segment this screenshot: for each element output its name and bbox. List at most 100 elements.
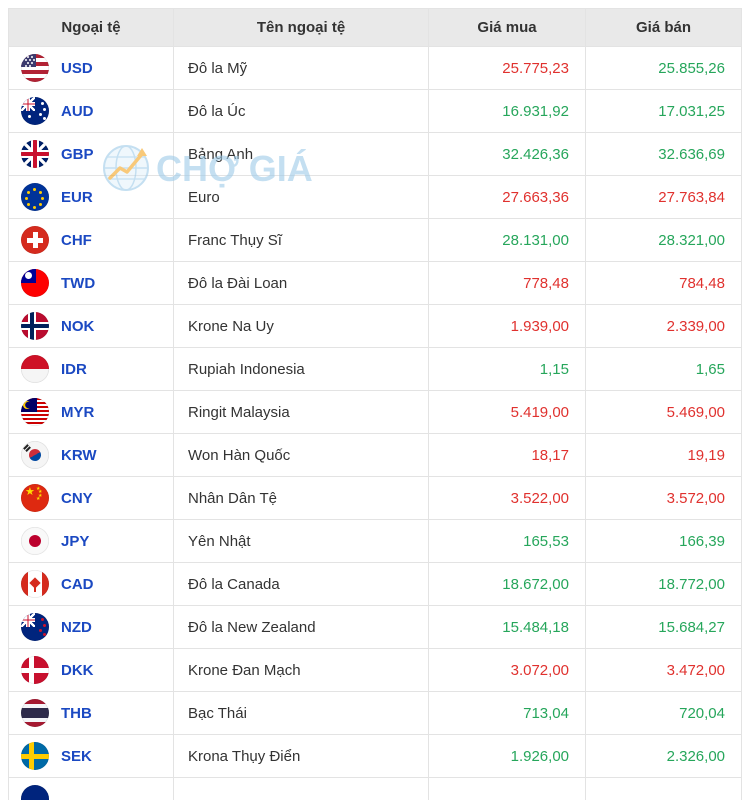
currency-name: Đô la Đài Loan (173, 261, 429, 305)
table-row: NZD Đô la New Zealand 15.484,18 15.684,2… (8, 605, 742, 649)
currency-cell: GBP (8, 132, 174, 176)
currency-code-link[interactable]: AUD (61, 102, 94, 120)
sell-price: 25.855,26 (585, 46, 742, 90)
ch-flag-icon (21, 226, 49, 254)
buy-price: 1.926,00 (428, 734, 586, 778)
currency-name: Krone Na Uy (173, 304, 429, 348)
currency-code-link[interactable]: NOK (61, 317, 95, 335)
currency-name: Euro (173, 175, 429, 219)
sell-price: 2.339,00 (585, 304, 742, 348)
currency-code-link[interactable]: MYR (61, 403, 95, 421)
currency-code-link[interactable]: EUR (61, 188, 93, 206)
sell-price (585, 777, 742, 800)
buy-price: 3.522,00 (428, 476, 586, 520)
currency-code-link[interactable]: SEK (61, 747, 92, 765)
currency-name: Krona Thụy Điển (173, 734, 429, 778)
buy-price: 3.072,00 (428, 648, 586, 692)
my-flag-icon (21, 398, 49, 426)
currency-code-link[interactable]: TWD (61, 274, 96, 292)
buy-price: 32.426,36 (428, 132, 586, 176)
currency-cell: SEK (8, 734, 174, 778)
currency-cell: USD (8, 46, 174, 90)
ca-flag-icon (21, 570, 49, 598)
table-row (8, 777, 742, 800)
currency-cell: EUR (8, 175, 174, 219)
table-row: AUD Đô la Úc 16.931,92 17.031,25 (8, 89, 742, 133)
currency-code-link[interactable]: IDR (61, 360, 87, 378)
sell-price: 784,48 (585, 261, 742, 305)
sell-price: 19,19 (585, 433, 742, 477)
table-row: EUR Euro 27.663,36 27.763,84 (8, 175, 742, 219)
buy-price: 28.131,00 (428, 218, 586, 262)
us-flag-icon (21, 54, 49, 82)
currency-code-link[interactable]: CHF (61, 231, 92, 249)
jp-flag-icon (21, 527, 49, 555)
table-row: MYR Ringit Malaysia 5.419,00 5.469,00 (8, 390, 742, 434)
currency-name: Đô la Mỹ (173, 46, 429, 90)
currency-code-link[interactable]: CNY (61, 489, 93, 507)
table-row: CNY Nhân Dân Tệ 3.522,00 3.572,00 (8, 476, 742, 520)
kr-flag-icon (21, 441, 49, 469)
sell-price: 32.636,69 (585, 132, 742, 176)
buy-price: 778,48 (428, 261, 586, 305)
eu-flag-icon (21, 183, 49, 211)
rates-body: USD Đô la Mỹ 25.775,23 25.855,26 AUD Đô … (8, 46, 742, 800)
currency-code-link[interactable]: JPY (61, 532, 90, 550)
sell-price: 17.031,25 (585, 89, 742, 133)
tw-flag-icon (21, 269, 49, 297)
sell-price: 3.472,00 (585, 648, 742, 692)
currency-cell: KRW (8, 433, 174, 477)
currency-cell: CHF (8, 218, 174, 262)
currency-code-link[interactable]: KRW (61, 446, 97, 464)
currency-cell: NZD (8, 605, 174, 649)
buy-price: 18.672,00 (428, 562, 586, 606)
column-header-sell-price: Giá bán (585, 8, 742, 47)
currency-cell (8, 777, 174, 800)
sell-price: 5.469,00 (585, 390, 742, 434)
table-header-row: Ngoại tệ Tên ngoại tệ Giá mua Giá bán (8, 8, 742, 47)
currency-cell: THB (8, 691, 174, 735)
currency-name: Won Hàn Quốc (173, 433, 429, 477)
currency-cell: CAD (8, 562, 174, 606)
sell-price: 18.772,00 (585, 562, 742, 606)
currency-name: Rupiah Indonesia (173, 347, 429, 391)
table-row: GBP Bảng Anh 32.426,36 32.636,69 (8, 132, 742, 176)
table-row: SEK Krona Thụy Điển 1.926,00 2.326,00 (8, 734, 742, 778)
currency-name: Nhân Dân Tệ (173, 476, 429, 520)
currency-code-link[interactable]: USD (61, 59, 93, 77)
se-flag-icon (21, 742, 49, 770)
th-flag-icon (21, 699, 49, 727)
buy-price: 5.419,00 (428, 390, 586, 434)
table-row: USD Đô la Mỹ 25.775,23 25.855,26 (8, 46, 742, 90)
gb-flag-icon (21, 140, 49, 168)
currency-cell: CNY (8, 476, 174, 520)
exchange-rates-table: Ngoại tệ Tên ngoại tệ Giá mua Giá bán US… (8, 8, 742, 800)
table-row: IDR Rupiah Indonesia 1,15 1,65 (8, 347, 742, 391)
id-flag-icon (21, 355, 49, 383)
sell-price: 720,04 (585, 691, 742, 735)
buy-price: 15.484,18 (428, 605, 586, 649)
currency-code-link[interactable]: DKK (61, 661, 94, 679)
buy-price (428, 777, 586, 800)
navy-flag-icon (21, 785, 49, 800)
currency-code-link[interactable]: CAD (61, 575, 94, 593)
currency-name: Bạc Thái (173, 691, 429, 735)
table-row: THB Bạc Thái 713,04 720,04 (8, 691, 742, 735)
buy-price: 713,04 (428, 691, 586, 735)
currency-code-link[interactable]: GBP (61, 145, 94, 163)
currency-code-link[interactable]: THB (61, 704, 92, 722)
column-header-currency-name: Tên ngoại tệ (173, 8, 429, 47)
currency-name: Đô la New Zealand (173, 605, 429, 649)
nz-flag-icon (21, 613, 49, 641)
currency-name: Đô la Canada (173, 562, 429, 606)
currency-cell: JPY (8, 519, 174, 563)
currency-cell: IDR (8, 347, 174, 391)
currency-name: Yên Nhật (173, 519, 429, 563)
currency-cell: TWD (8, 261, 174, 305)
buy-price: 27.663,36 (428, 175, 586, 219)
table-row: DKK Krone Đan Mạch 3.072,00 3.472,00 (8, 648, 742, 692)
currency-code-link[interactable]: NZD (61, 618, 92, 636)
sell-price: 166,39 (585, 519, 742, 563)
sell-price: 28.321,00 (585, 218, 742, 262)
